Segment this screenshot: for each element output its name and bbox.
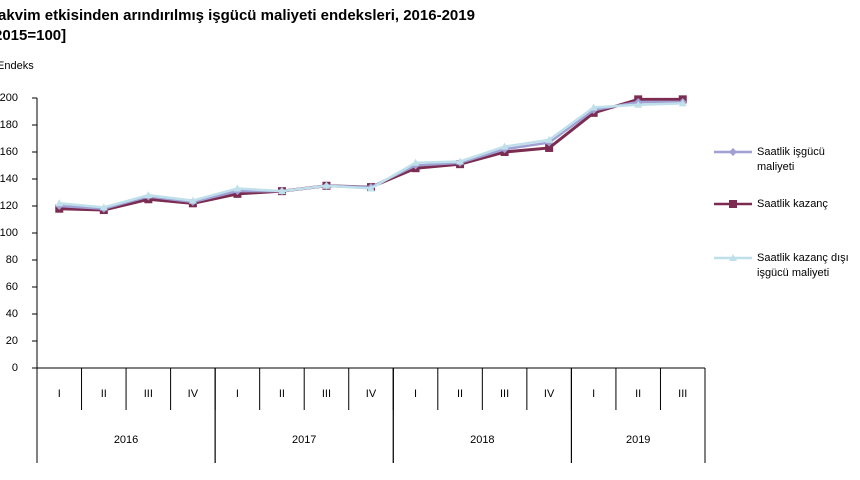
x-tick-label: III <box>678 388 687 400</box>
marker <box>545 135 554 143</box>
marker <box>188 196 197 204</box>
group-label: 2016 <box>114 434 138 446</box>
marker <box>411 158 420 166</box>
marker <box>729 200 737 208</box>
group-label: 2019 <box>626 434 650 446</box>
y-tick-label: 100 <box>0 227 18 239</box>
legend-label: Saatlik işgücü maliyeti <box>757 146 825 173</box>
x-tick-label: III <box>144 388 153 400</box>
marker <box>500 142 509 150</box>
marker <box>729 254 737 261</box>
marker <box>678 99 687 107</box>
y-tick-label: 60 <box>6 281 18 293</box>
y-tick-label: 20 <box>6 335 18 347</box>
marker <box>277 187 286 195</box>
marker <box>367 184 375 192</box>
marker <box>99 203 108 211</box>
x-tick-label: II <box>457 388 463 400</box>
x-tick-label: I <box>58 388 61 400</box>
marker <box>729 148 737 156</box>
x-tick-label: II <box>279 388 285 400</box>
x-tick-label: III <box>500 388 509 400</box>
legend-line-1: Saatlik kazanç dışı <box>757 252 849 264</box>
y-tick-label: 120 <box>0 200 18 212</box>
marker <box>589 103 598 111</box>
legend-label: Saatlik kazanç dışı işgücü maliyeti <box>757 252 849 279</box>
y-tick-label: 80 <box>6 254 18 266</box>
y-axis-label: Endeks <box>0 60 34 72</box>
marker <box>233 184 242 192</box>
y-tick-label: 180 <box>0 119 18 131</box>
y-tick-label: 40 <box>6 308 18 320</box>
legend-line-2: işgücü maliyeti <box>757 267 829 279</box>
group-label: 2017 <box>292 434 316 446</box>
legend-line-1: Saatlik işgücü <box>757 146 825 158</box>
marker <box>545 143 554 152</box>
marker <box>322 181 331 189</box>
marker <box>456 157 465 165</box>
y-tick-label: 0 <box>12 362 18 374</box>
x-tick-label: IV <box>188 388 199 400</box>
y-tick-label: 160 <box>0 146 18 158</box>
group-label: 2018 <box>470 434 494 446</box>
chart-title: Takvim etkisinden arındırılmış işgücü ma… <box>0 7 475 24</box>
chart-subtitle: [2015=100] <box>0 27 66 44</box>
series-line <box>59 97 683 212</box>
marker <box>634 100 643 108</box>
legend-label: Saatlik kazanç <box>757 198 828 210</box>
x-tick-label: I <box>592 388 595 400</box>
series-line <box>59 102 683 209</box>
x-tick-label: IV <box>544 388 555 400</box>
x-tick-label: III <box>322 388 331 400</box>
y-tick-label: 200 <box>0 92 18 104</box>
y-tick-label: 140 <box>0 173 18 185</box>
x-tick-label: II <box>101 388 107 400</box>
x-tick-label: II <box>635 388 641 400</box>
marker <box>55 199 64 207</box>
x-tick-label: IV <box>366 388 377 400</box>
marker <box>144 191 153 199</box>
legend-line-2: maliyeti <box>757 161 794 173</box>
x-tick-label: I <box>236 388 239 400</box>
x-tick-label: I <box>414 388 417 400</box>
